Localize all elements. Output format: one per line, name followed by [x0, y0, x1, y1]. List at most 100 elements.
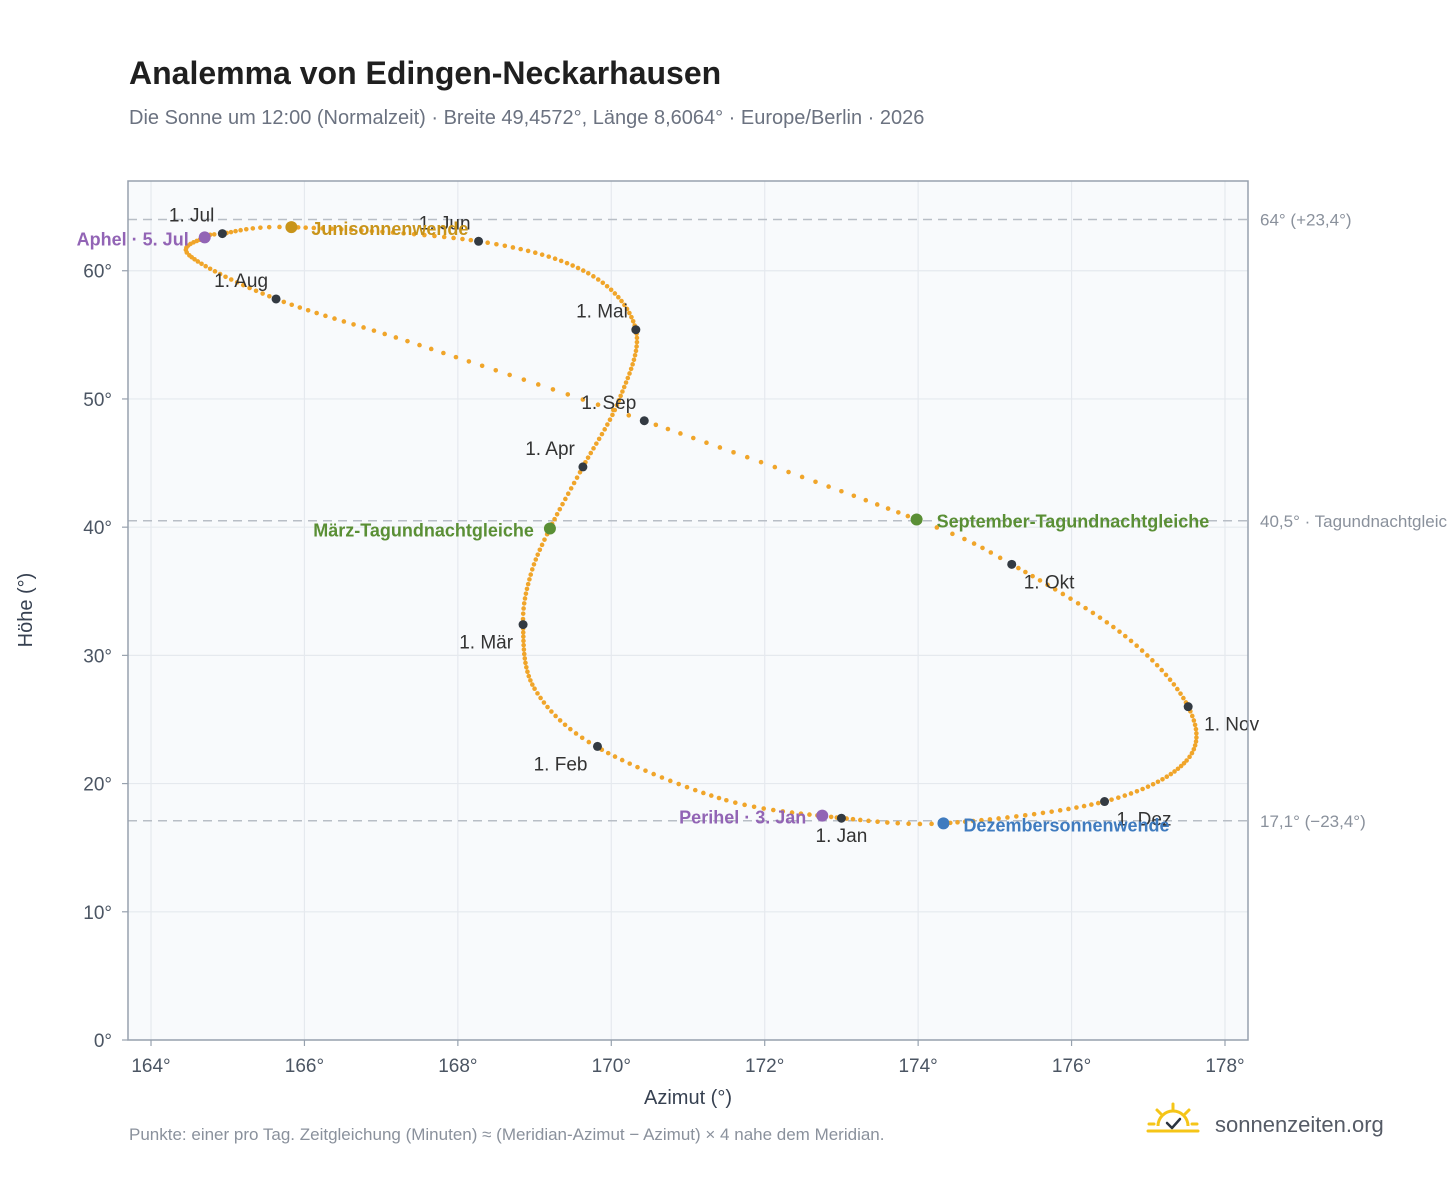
- month-marker: [518, 620, 528, 630]
- day-point: [799, 474, 805, 480]
- day-point: [529, 567, 535, 572]
- day-point: [620, 389, 625, 394]
- day-point: [780, 809, 786, 814]
- day-point: [539, 542, 545, 548]
- month-label: 1. Nov: [1204, 715, 1259, 736]
- day-point: [1139, 648, 1145, 653]
- day-point: [866, 818, 871, 824]
- day-point: [659, 775, 665, 780]
- day-point: [545, 704, 550, 710]
- day-point: [523, 591, 529, 596]
- day-point: [203, 263, 208, 269]
- day-point: [568, 726, 573, 732]
- day-point: [828, 814, 834, 820]
- day-point: [630, 362, 635, 367]
- day-point: [1193, 739, 1199, 744]
- day-point: [798, 811, 804, 816]
- reference-line-label: 17,1° (−23,4°): [1260, 812, 1366, 831]
- day-point: [523, 660, 528, 666]
- day-point: [608, 287, 614, 293]
- day-point: [1192, 743, 1198, 748]
- day-point: [528, 572, 534, 577]
- day-point: [929, 821, 934, 827]
- event-label: Dezembersonnenwende: [963, 815, 1169, 835]
- day-point: [339, 227, 344, 232]
- day-point: [979, 817, 984, 823]
- day-point: [895, 820, 901, 826]
- day-point: [626, 413, 632, 418]
- day-point: [577, 469, 583, 475]
- day-point: [539, 252, 545, 257]
- day-point: [621, 384, 627, 390]
- day-point: [393, 335, 399, 340]
- day-point: [521, 647, 527, 652]
- day-point: [1164, 774, 1170, 780]
- day-point: [614, 402, 620, 408]
- day-point: [1122, 633, 1128, 639]
- day-point: [789, 810, 795, 815]
- day-point: [618, 393, 623, 399]
- y-tick-label: 20°: [83, 775, 112, 796]
- day-point: [602, 427, 607, 432]
- plot-area: [128, 181, 1248, 1040]
- event-marker: [937, 817, 950, 830]
- day-point: [260, 291, 265, 296]
- day-point: [906, 821, 911, 827]
- day-point: [575, 265, 581, 271]
- day-point: [625, 375, 631, 381]
- day-point: [850, 816, 856, 822]
- day-point: [605, 422, 610, 427]
- day-point: [980, 545, 985, 551]
- day-point: [1083, 605, 1088, 611]
- day-point: [554, 511, 560, 517]
- day-point: [874, 502, 880, 507]
- day-point: [1040, 810, 1046, 816]
- day-point: [533, 557, 539, 562]
- day-point: [535, 552, 541, 557]
- event-label: Junisonnenwende: [311, 219, 468, 239]
- day-point: [417, 342, 422, 348]
- day-point: [558, 258, 564, 264]
- day-point: [289, 302, 295, 308]
- month-marker: [639, 416, 649, 426]
- event-markers: Junisonnenwende März-Tagundnachtgleiche Se…: [77, 219, 1210, 835]
- day-point: [851, 493, 857, 499]
- day-point: [1178, 691, 1183, 696]
- day-point: [885, 506, 891, 511]
- y-tick-label: 50°: [83, 390, 112, 411]
- day-point: [521, 606, 526, 611]
- day-point: [305, 308, 311, 313]
- brand-name: sonnenzeiten.org: [1215, 1112, 1384, 1137]
- y-tick-label: 30°: [83, 646, 112, 667]
- day-point: [565, 491, 571, 496]
- day-point: [731, 450, 736, 455]
- day-point: [351, 322, 356, 327]
- day-point: [552, 256, 558, 262]
- day-point: [1163, 672, 1169, 678]
- day-point: [466, 359, 472, 364]
- day-point: [950, 531, 955, 537]
- day-point: [875, 819, 880, 824]
- x-tick-label: 164°: [131, 1056, 170, 1077]
- day-point: [521, 642, 526, 648]
- day-point: [600, 280, 606, 286]
- day-point: [281, 299, 287, 305]
- day-point: [632, 353, 638, 358]
- day-point: [348, 227, 354, 233]
- event-marker: [816, 809, 829, 822]
- x-tick-label: 168°: [438, 1056, 477, 1077]
- day-point: [1193, 726, 1199, 732]
- day-point: [594, 441, 599, 446]
- day-point: [521, 651, 527, 657]
- day-point: [604, 283, 610, 289]
- day-point: [1117, 629, 1122, 634]
- day-point: [595, 402, 601, 408]
- day-point: [692, 787, 698, 793]
- y-tick-label: 10°: [83, 903, 112, 924]
- analemma-curve: [183, 224, 1199, 827]
- day-point: [1104, 620, 1110, 625]
- day-point: [708, 793, 714, 798]
- day-point: [619, 298, 624, 304]
- day-point: [522, 656, 528, 661]
- chart-subtitle: Die Sonne um 12:00 (Normalzeit) · Breite…: [129, 107, 924, 129]
